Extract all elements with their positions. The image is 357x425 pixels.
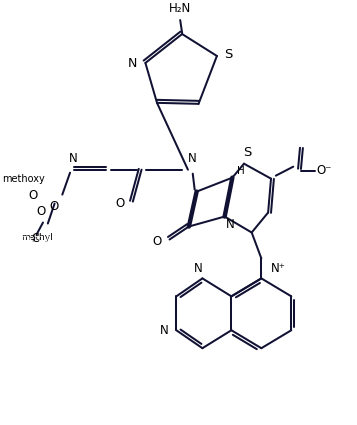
- Text: N: N: [128, 57, 137, 71]
- Text: methoxy: methoxy: [2, 174, 45, 184]
- Text: O: O: [29, 189, 38, 202]
- Text: N: N: [187, 152, 196, 165]
- Text: methyl: methyl: [21, 233, 53, 242]
- Text: N: N: [226, 218, 235, 231]
- Text: N: N: [69, 152, 77, 165]
- Text: O: O: [36, 205, 46, 218]
- Text: O: O: [152, 235, 162, 248]
- Text: N: N: [194, 262, 203, 275]
- Text: H₂N: H₂N: [169, 2, 191, 14]
- Text: N: N: [159, 324, 168, 337]
- Text: S: S: [243, 146, 251, 159]
- Text: H: H: [237, 166, 245, 176]
- Text: methyl: methyl: [20, 234, 52, 243]
- Text: S: S: [224, 48, 233, 62]
- Text: O: O: [32, 232, 41, 245]
- Text: N⁺: N⁺: [271, 262, 286, 275]
- Text: O⁻: O⁻: [316, 164, 332, 177]
- Text: O: O: [49, 200, 58, 213]
- Text: O: O: [116, 197, 125, 210]
